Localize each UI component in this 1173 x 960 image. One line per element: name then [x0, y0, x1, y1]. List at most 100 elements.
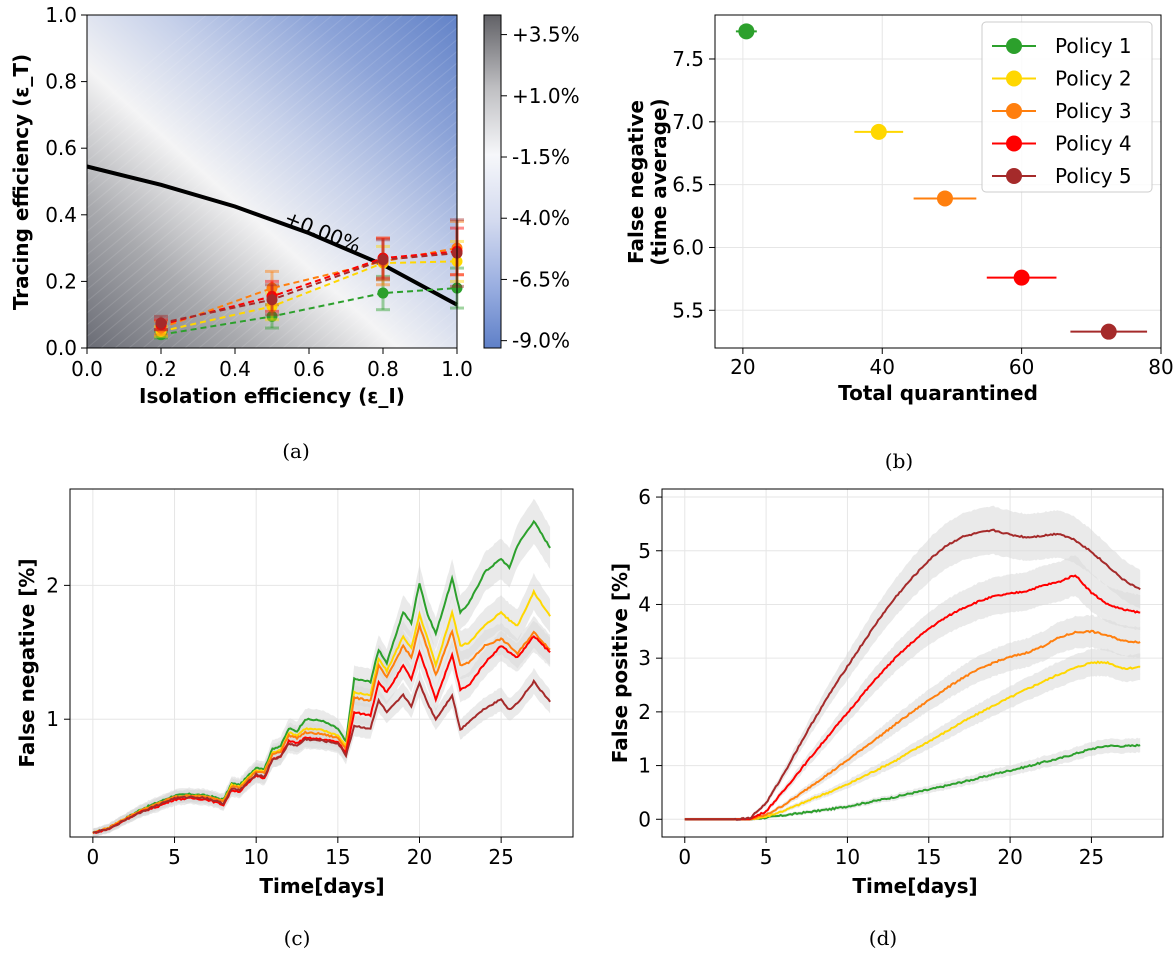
confidence-band-d	[684, 648, 1141, 821]
heatmap-band	[618, 14, 1019, 349]
confidence-band-d	[684, 555, 1141, 821]
heatmap-band	[450, 14, 851, 349]
heatmap-band	[0, 14, 207, 188]
heatmap-band	[408, 14, 809, 349]
x-tick-label-d: 0	[678, 845, 691, 869]
heatmap-band	[170, 14, 571, 349]
y-tick-label-a: 0.6	[45, 136, 77, 160]
series-line-a	[160, 250, 458, 326]
panel-c: 0 5 10 15 20 25 1 2 Time[days] False negative […	[15, 488, 574, 898]
heatmap-band	[128, 14, 529, 349]
x-tick-label-c: 15	[325, 845, 350, 869]
x-axis-label-d: Time[days]	[852, 874, 977, 898]
heatmap-band	[16, 14, 417, 349]
y-tick-label-d: 1	[638, 754, 651, 778]
heatmap-band	[0, 14, 263, 235]
plot-frame-b	[714, 14, 1162, 349]
panel-a: +0.00% 0.0 0.2 0.4 0.6 0.8 1.00.00.20.40.60.8…	[0, 3, 1173, 408]
y-tick-label-a: 0.8	[45, 70, 77, 94]
caption-c: (c)	[284, 926, 311, 950]
caption-b: (b)	[885, 449, 913, 473]
x-tick-label-d: 5	[760, 845, 773, 869]
x-tick-label-b: 20	[730, 355, 755, 379]
zero-contour-line	[86, 164, 458, 307]
series-line-c	[92, 678, 551, 834]
colorbar-tick-label: -6.5%	[512, 267, 570, 291]
y-tick-label-c: 2	[46, 573, 59, 597]
heatmap-band	[0, 14, 389, 340]
y-tick-label-b: 7.5	[672, 47, 704, 71]
data-point-b	[1100, 323, 1117, 340]
x-tick-label-d: 10	[835, 845, 860, 869]
heatmap-band	[646, 14, 1047, 349]
y-tick-label-d: 2	[638, 700, 651, 724]
x-tick-label-a: 0.6	[293, 357, 325, 381]
x-tick-label-b: 40	[870, 355, 895, 379]
heatmap-band	[0, 14, 291, 258]
y-tick-label-d: 4	[638, 592, 651, 616]
x-tick-label-a: 0.0	[71, 357, 103, 381]
data-point-b	[738, 23, 755, 40]
legend-label: Policy 2	[1055, 67, 1132, 91]
x-tick-label-d: 20	[997, 845, 1022, 869]
x-tick-label-a: 0.2	[145, 357, 177, 381]
y-tick-label-d: 0	[638, 807, 651, 831]
heatmap-band	[0, 14, 221, 200]
colorbar-tick-label: -4.0%	[512, 206, 570, 230]
legend-label: Policy 5	[1055, 164, 1132, 188]
heatmap-band	[436, 14, 837, 349]
heatmap-band	[282, 14, 683, 349]
x-axis-label-a: Isolation efficiency (ε_I)	[139, 384, 405, 408]
heatmap-band	[58, 14, 459, 349]
data-point-a	[266, 282, 278, 294]
x-tick-label-c: 10	[243, 845, 268, 869]
confidence-band-d	[684, 737, 1141, 821]
confidence-band-d	[684, 505, 1141, 822]
heatmap-band	[0, 14, 235, 212]
legend-marker-dot	[1006, 103, 1022, 119]
heatmap-band	[394, 14, 795, 349]
y-axis-label-a: Tracing efficiency (ε_T)	[9, 54, 33, 310]
series-line-d	[684, 629, 1141, 821]
heatmap-band	[562, 14, 963, 349]
heatmap-band	[184, 14, 585, 349]
heatmap-band	[492, 14, 893, 349]
legend-label: Policy 1	[1055, 34, 1132, 58]
heatmap-band	[576, 14, 977, 349]
y-axis-label-b: False negative	[624, 100, 648, 264]
x-axis-label-b: Total quarantined	[838, 381, 1038, 405]
x-tick-label-b: 60	[1009, 355, 1034, 379]
y-axis-label-b-line2: (time average)	[647, 98, 671, 265]
legend-label: Policy 3	[1055, 99, 1132, 123]
y-tick-label-a: 1.0	[45, 3, 77, 27]
x-tick-label-a: 1.0	[441, 357, 473, 381]
plot-frame-a	[86, 14, 458, 349]
heatmap-band	[632, 14, 1033, 349]
heatmap-band	[212, 14, 613, 349]
x-tick-label-d: 15	[916, 845, 941, 869]
heatmap-band	[268, 14, 669, 349]
heatmap-band	[604, 14, 1005, 349]
heatmap-band	[534, 14, 935, 349]
series-line-d	[684, 743, 1141, 821]
x-tick-label-a: 0.8	[367, 357, 399, 381]
series-line-d	[684, 660, 1141, 821]
heatmap-band	[0, 14, 305, 270]
y-tick-label-a: 0.4	[45, 203, 77, 227]
legend-marker-dot	[1006, 135, 1022, 152]
x-tick-label-c: 20	[407, 845, 432, 869]
heatmap-band	[520, 14, 921, 349]
x-tick-label-c: 5	[168, 845, 181, 869]
series-line-d	[684, 528, 1141, 821]
heatmap-band	[380, 14, 781, 349]
heatmap-band	[478, 14, 879, 349]
y-tick-label-d: 5	[638, 539, 651, 563]
colorbar-tick-label: +1.0%	[512, 84, 580, 108]
y-axis-label-c: False negative [%]	[15, 558, 39, 767]
caption-d: (d)	[869, 926, 897, 950]
series-line-c	[92, 621, 551, 835]
colorbar-tick-label: +3.5%	[512, 23, 580, 47]
x-tick-label-c: 0	[86, 845, 99, 869]
heatmap-band	[100, 14, 501, 349]
